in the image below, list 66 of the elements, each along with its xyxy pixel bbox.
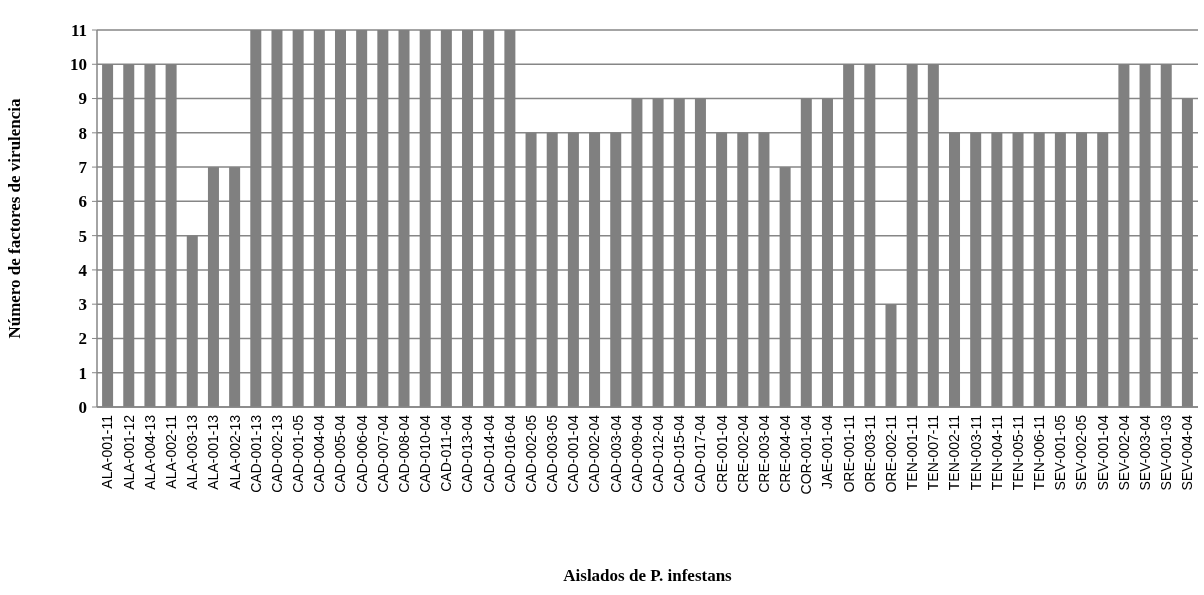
x-tick-label: CAD-001-04 — [565, 414, 582, 493]
x-tick-label: CAD-009-04 — [628, 414, 645, 493]
x-tick-label: TEN-007-11 — [925, 414, 942, 491]
y-tick-label: 7 — [78, 158, 88, 178]
x-tick-label: CAD-015-04 — [671, 414, 688, 493]
x-tick-label: CAD-001-05 — [290, 414, 307, 493]
y-tick-label: 5 — [78, 226, 87, 246]
y-tick-label: 10 — [70, 55, 87, 75]
x-tick-label: TEN-001-11 — [904, 414, 921, 491]
x-tick-label: ALA-001-13 — [205, 414, 222, 490]
x-tick-label: SEV-001-05 — [1052, 414, 1069, 491]
x-tick-label: CAD-017-04 — [692, 414, 709, 493]
x-tick-label: CAD-001-13 — [247, 414, 264, 493]
y-axis-title: Número de factores de virulencia — [5, 97, 24, 339]
y-tick-label: 8 — [78, 123, 87, 143]
x-tick-label: SEV-004-04 — [1179, 414, 1196, 491]
x-tick-label: SEV-001-03 — [1158, 414, 1175, 491]
x-tick-label: CAD-002-13 — [268, 414, 285, 493]
y-tick-label: 3 — [78, 295, 87, 315]
x-tick-label: CAD-005-04 — [332, 414, 349, 493]
y-tick-label: 4 — [78, 260, 88, 280]
x-tick-label: JAE-001-04 — [819, 414, 836, 489]
x-tick-label: CAD-010-04 — [417, 414, 434, 493]
x-tick-label: ALA-002-11 — [163, 414, 180, 489]
y-tick-label: 1 — [78, 363, 87, 383]
y-tick-label: 6 — [78, 192, 87, 212]
x-tick-label: TEN-004-11 — [988, 414, 1005, 491]
x-tick-label: ALA-002-13 — [226, 414, 243, 490]
x-tick-label: CRE-004-04 — [777, 414, 794, 493]
x-tick-label: CAD-012-04 — [649, 414, 666, 493]
y-tick-label: 0 — [78, 397, 87, 417]
x-tick-label: COR-001-04 — [798, 414, 815, 495]
x-axis-title: Aislados de P. infestans — [563, 566, 733, 585]
y-tick-label: 11 — [70, 20, 87, 40]
x-tick-label: SEV-001-04 — [1094, 414, 1111, 491]
x-tick-label: ORE-001-11 — [840, 414, 857, 493]
x-tick-label: CAD-006-04 — [353, 414, 370, 493]
x-tick-label: CAD-014-04 — [480, 414, 497, 493]
x-tick-label: ALA-001-11 — [99, 414, 116, 489]
x-tick-label: ALA-004-13 — [141, 414, 158, 490]
x-tick-label: CAD-008-04 — [395, 414, 412, 493]
x-tick-label: TEN-002-11 — [946, 414, 963, 491]
x-tick-label: CAD-003-04 — [607, 414, 624, 493]
x-tick-label: CAD-013-04 — [459, 414, 476, 493]
x-tick-label: CRE-001-04 — [713, 414, 730, 493]
y-tick-label: 2 — [78, 329, 87, 349]
x-tick-label: CAD-004-04 — [311, 414, 328, 493]
x-tick-label: CAD-002-05 — [522, 414, 539, 493]
x-tick-label: SEV-002-05 — [1073, 414, 1090, 491]
x-tick-label: CAD-007-04 — [374, 414, 391, 493]
x-tick-label: ALA-003-13 — [184, 414, 201, 490]
x-tick-label: CAD-011-04 — [438, 414, 455, 492]
x-tick-label: SEV-002-04 — [1115, 414, 1132, 491]
x-tick-label: ORE-002-11 — [882, 414, 899, 493]
x-tick-label: CAD-003-05 — [544, 414, 561, 493]
x-tick-label: TEN-005-11 — [1009, 414, 1026, 491]
x-tick-label: ORE-003-11 — [861, 414, 878, 493]
y-tick-label: 9 — [78, 89, 87, 109]
x-tick-label: CRE-003-04 — [755, 414, 772, 493]
x-tick-label: TEN-006-11 — [1031, 414, 1048, 491]
x-tick-label: CAD-016-04 — [501, 414, 518, 493]
x-tick-label: CAD-002-04 — [586, 414, 603, 493]
x-tick-label: SEV-003-04 — [1136, 414, 1153, 491]
x-tick-label: TEN-003-11 — [967, 414, 984, 491]
x-tick-label: CRE-002-04 — [734, 414, 751, 493]
x-tick-label: ALA-001-12 — [120, 414, 137, 490]
